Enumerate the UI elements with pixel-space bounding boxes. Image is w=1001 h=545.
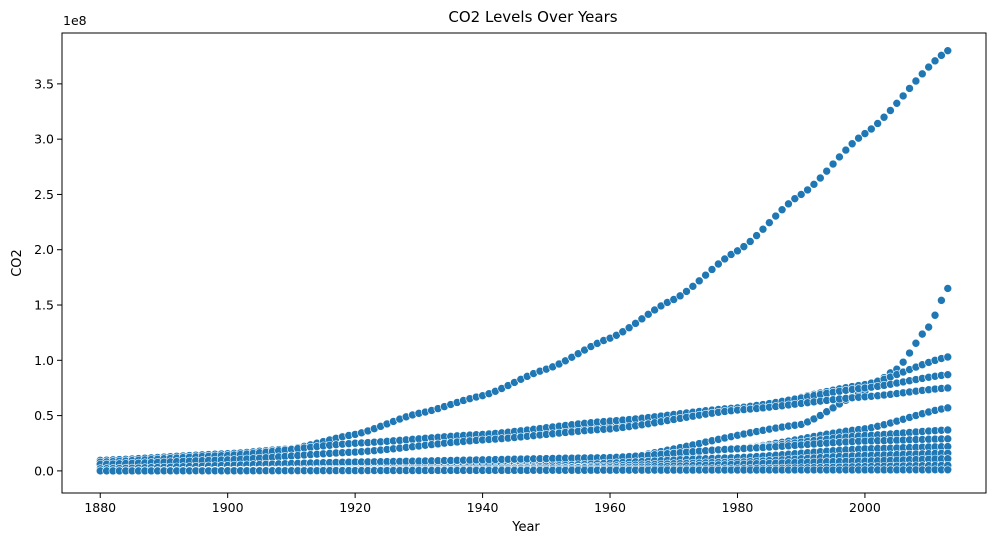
data-point: [924, 62, 933, 72]
y-tick-label: 0.0: [34, 463, 54, 478]
data-point: [828, 159, 838, 169]
data-point: [688, 282, 698, 291]
data-point: [637, 314, 647, 324]
data-point: [701, 270, 710, 280]
data-point: [726, 250, 736, 259]
data-point: [771, 211, 781, 221]
data-point: [567, 352, 577, 362]
data-point: [879, 112, 889, 122]
data-point: [624, 323, 634, 333]
x-tick-label: 1940: [467, 500, 499, 515]
data-point: [847, 139, 857, 149]
data-point: [898, 357, 908, 367]
data-point: [943, 352, 953, 362]
data-point: [758, 224, 768, 234]
data-points: [95, 46, 953, 476]
data-point: [943, 403, 953, 413]
data-point: [790, 194, 800, 203]
data-point: [707, 265, 717, 274]
x-tick-label: 1880: [84, 500, 116, 515]
x-tick-label: 1900: [212, 500, 244, 515]
plot-area: [61, 32, 987, 494]
data-point: [943, 284, 953, 293]
chart-title: CO2 Levels Over Years: [448, 8, 617, 26]
data-point: [573, 349, 583, 358]
data-point: [898, 91, 908, 101]
data-point: [911, 76, 921, 86]
data-point: [643, 310, 653, 319]
data-point: [917, 329, 927, 339]
data-point: [943, 46, 953, 55]
data-point: [631, 319, 640, 328]
data-point: [752, 231, 761, 240]
y-offset-label: 1e8: [63, 13, 87, 28]
y-axis: 0.0 0.5 1.0 1.5 2.0 2.5 3.0 3.5: [34, 76, 62, 478]
y-tick-label: 3.0: [34, 132, 54, 147]
data-point: [694, 276, 704, 286]
data-point: [841, 145, 851, 155]
data-point: [943, 434, 953, 444]
data-point: [816, 411, 825, 420]
data-point: [822, 407, 831, 417]
y-tick-label: 0.5: [34, 408, 54, 423]
data-point: [650, 305, 659, 315]
data-point: [714, 259, 723, 269]
data-point: [669, 295, 679, 304]
y-tick-label: 1.5: [34, 298, 54, 313]
data-point: [905, 84, 914, 93]
data-point: [854, 133, 863, 143]
data-point: [860, 129, 870, 138]
data-point: [866, 124, 876, 134]
data-point: [835, 152, 844, 162]
data-point: [618, 327, 628, 337]
x-tick-label: 1920: [339, 500, 371, 515]
data-point: [733, 246, 742, 256]
y-tick-label: 2.0: [34, 242, 54, 257]
data-point: [682, 287, 691, 296]
data-point: [943, 465, 953, 475]
x-tick-label: 1980: [722, 500, 754, 515]
data-point: [809, 180, 819, 189]
y-tick-label: 3.5: [34, 76, 54, 91]
data-point: [796, 190, 806, 199]
y-tick-label: 1.0: [34, 353, 54, 368]
data-point: [917, 69, 927, 79]
y-axis-label: CO2: [10, 249, 25, 277]
axes-frame: [61, 32, 987, 494]
data-point: [765, 218, 774, 227]
x-axis-label: Year: [511, 520, 540, 535]
data-point: [924, 322, 933, 332]
data-point: [745, 237, 755, 246]
data-point: [892, 99, 902, 108]
data-point: [886, 106, 895, 115]
data-point: [739, 242, 749, 251]
y-tick-label: 2.5: [34, 187, 54, 202]
data-point: [930, 310, 940, 320]
x-tick-label: 2000: [849, 500, 881, 515]
data-point: [943, 425, 953, 435]
data-point: [911, 338, 921, 348]
data-point: [784, 199, 793, 209]
data-point: [675, 291, 685, 301]
data-point: [720, 254, 730, 264]
data-point: [937, 296, 946, 305]
data-point: [937, 51, 946, 60]
data-point: [905, 348, 914, 358]
data-point: [822, 166, 831, 176]
data-point: [816, 173, 825, 183]
x-tick-label: 1960: [594, 500, 626, 515]
x-axis: 1880 1900 1920 1940 1960 1980 2000: [84, 493, 881, 515]
data-point: [803, 185, 812, 195]
data-point: [777, 205, 787, 214]
data-point: [943, 370, 953, 379]
data-point: [873, 119, 882, 128]
data-point: [943, 383, 953, 393]
data-point: [930, 56, 940, 66]
